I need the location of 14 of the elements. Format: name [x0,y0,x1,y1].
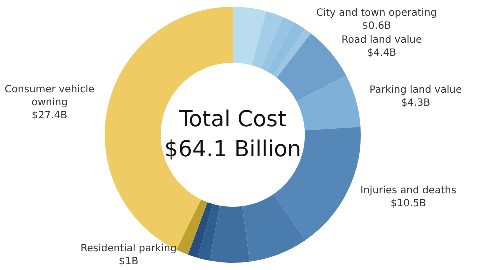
data-label: $1B [118,256,139,268]
data-label: $10.5B [390,198,426,210]
slice-label: Road land value [342,35,422,46]
text: Total Cost [178,108,288,133]
slice-label: Consumer vehicle owning [4,84,95,109]
data-label: $27.4B [32,110,68,122]
slice-label: Injuries and deaths [360,185,457,196]
data-label: $4.4B [367,48,397,60]
data-label: $4.3B [401,98,431,109]
slice-label: Parking land value [370,84,462,96]
slice-label: City and town operating [316,8,438,20]
text: $64.1 Billion [164,138,302,163]
slice-label: Residential parking [80,244,177,255]
data-label: $0.6B [362,21,392,32]
